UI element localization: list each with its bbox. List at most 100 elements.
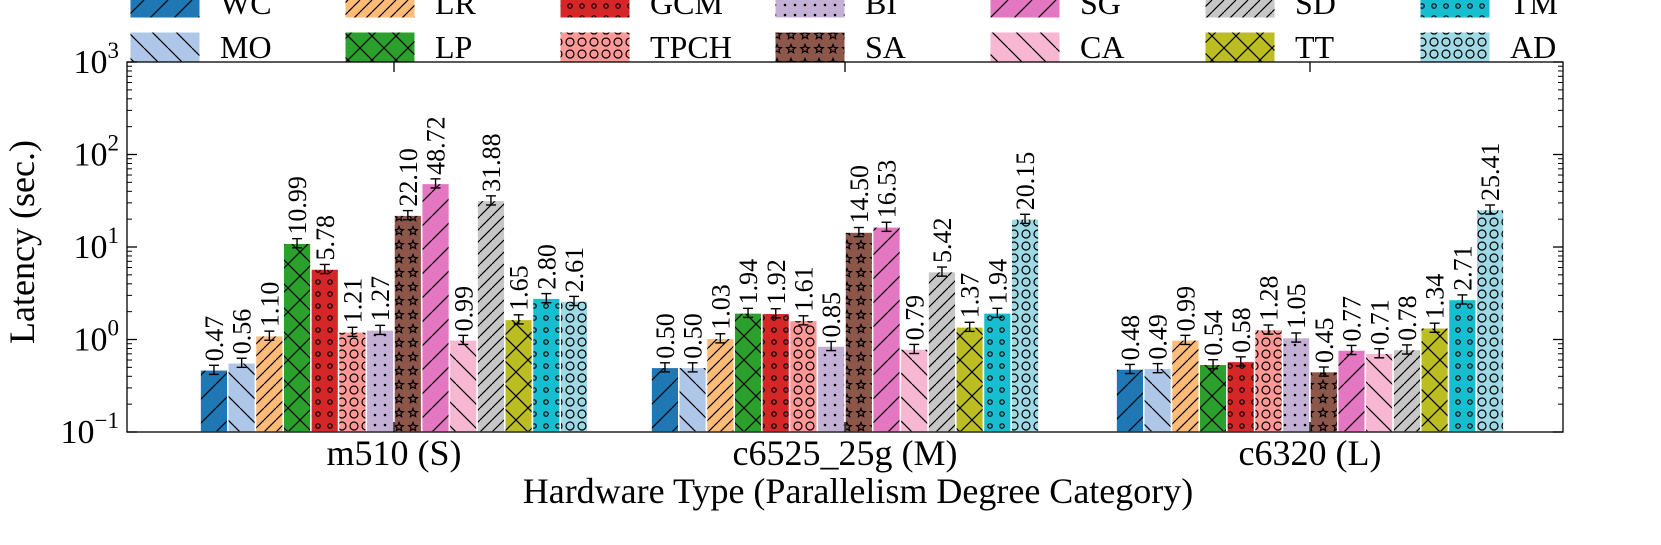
- data-label: 0.48: [1116, 315, 1145, 361]
- data-label: 1.37: [956, 273, 985, 319]
- bar-gcm: [761, 312, 791, 433]
- bar-lp: [282, 242, 312, 433]
- bar-tt: [1420, 326, 1450, 433]
- data-label: 0.54: [1199, 310, 1228, 356]
- axes: 103 102 101 100 10−1 m510 (S) c6525_25g (M) c63…: [61, 38, 1564, 473]
- data-label: 0.49: [1144, 314, 1173, 360]
- data-label: 0.78: [1393, 295, 1422, 341]
- data-label: 2.71: [1448, 245, 1477, 291]
- data-label: 0.85: [817, 292, 846, 338]
- legend-label: GCM: [650, 0, 723, 21]
- legend-label: TT: [1295, 29, 1335, 65]
- legend-swatch-wc: [129, 0, 201, 19]
- legend-swatch-tt: [1204, 31, 1276, 63]
- x-tick-label: c6525_25g (M): [733, 433, 958, 473]
- bar-tm: [982, 312, 1012, 433]
- bar-sd: [1392, 348, 1422, 433]
- data-label: 1.10: [255, 282, 284, 328]
- data-label: 1.94: [983, 259, 1012, 305]
- bar-sg: [420, 182, 451, 433]
- legend-swatch-tm: [1419, 0, 1491, 19]
- bar-mo: [678, 366, 708, 433]
- bar-sa: [393, 214, 423, 433]
- bar-ad: [1010, 218, 1040, 433]
- y-tick-label: 100: [74, 316, 120, 359]
- bar-ad: [1475, 208, 1505, 433]
- data-label: 1.92: [762, 259, 791, 305]
- data-label: 1.05: [1282, 283, 1311, 329]
- legend-label: SD: [1295, 0, 1336, 21]
- data-label: 0.71: [1365, 299, 1394, 345]
- legend-swatch-ad: [1419, 31, 1491, 63]
- bar-lr: [1170, 339, 1200, 433]
- data-label: 5.42: [928, 218, 957, 264]
- bar-sg: [871, 226, 902, 433]
- data-label: 1.21: [338, 278, 367, 324]
- data-label: 1.03: [706, 284, 735, 330]
- data-label: 1.65: [505, 265, 534, 311]
- bar-gcm: [1226, 360, 1256, 433]
- bar-lr: [705, 337, 735, 433]
- bar-gcm: [310, 268, 340, 433]
- data-label: 20.15: [1011, 152, 1040, 211]
- bar-ca: [1364, 352, 1394, 433]
- data-label: 25.41: [1476, 142, 1505, 201]
- data-label: 0.58: [1227, 307, 1256, 353]
- legend-swatch-ca: [989, 31, 1061, 63]
- y-tick-label: 103: [74, 38, 120, 81]
- data-label: 2.61: [560, 247, 589, 293]
- data-label: 0.47: [200, 316, 229, 362]
- bar-tm: [531, 297, 561, 433]
- data-label: 0.99: [449, 286, 478, 332]
- data-label: 5.78: [311, 215, 340, 261]
- legend-label: SA: [865, 29, 906, 65]
- bar-tpch: [1253, 328, 1284, 433]
- x-axis-label: Hardware Type (Parallelism Degree Catego…: [523, 471, 1194, 511]
- bar-mo: [1143, 367, 1173, 433]
- data-label: 0.56: [228, 309, 257, 355]
- data-label: 1.94: [734, 259, 763, 305]
- data-label: 10.99: [283, 176, 312, 235]
- bar-ca: [899, 348, 929, 433]
- bar-bi: [816, 345, 846, 433]
- bar-sa: [844, 231, 874, 433]
- data-label: 22.10: [394, 148, 423, 207]
- legend-label: BI: [865, 0, 897, 21]
- bar-mo: [227, 362, 257, 433]
- data-label: 0.45: [1310, 318, 1339, 364]
- bar-bi: [1281, 336, 1311, 433]
- bar-wc: [1115, 368, 1145, 433]
- legend-label: TPCH: [650, 29, 732, 65]
- x-tick-label: m510 (S): [327, 433, 462, 473]
- data-label: 1.61: [789, 266, 818, 312]
- data-label: 1.28: [1254, 276, 1283, 322]
- bar-sa: [1309, 370, 1339, 433]
- legend-label: AD: [1510, 29, 1556, 65]
- bar-lr: [254, 334, 284, 433]
- data-label: 14.50: [845, 165, 874, 224]
- legend-label: SG: [1080, 0, 1121, 21]
- legend-swatch-sd: [1204, 0, 1276, 19]
- data-label: 0.79: [900, 295, 929, 341]
- bar-tt: [955, 326, 985, 433]
- legend-label: LR: [435, 0, 477, 21]
- data-label: 31.88: [477, 133, 506, 192]
- bar-sg: [1336, 349, 1367, 433]
- legend-label: CA: [1080, 29, 1124, 65]
- legend-swatch-gcm: [559, 0, 631, 19]
- legend-swatch-bi: [774, 0, 846, 19]
- bar-tpch: [788, 319, 819, 433]
- data-label: 1.34: [1421, 274, 1450, 320]
- data-label: 16.53: [873, 160, 902, 219]
- bar-ca: [448, 339, 478, 433]
- legend-label: WC: [220, 0, 272, 21]
- y-tick-label: 10−1: [61, 408, 119, 451]
- legend-swatch-tpch: [559, 31, 631, 63]
- y-tick-label: 102: [74, 131, 120, 174]
- bar-ad: [559, 300, 589, 433]
- legend-swatch-lr: [344, 0, 416, 19]
- data-label: 0.99: [1171, 286, 1200, 332]
- bar-tt: [504, 318, 534, 433]
